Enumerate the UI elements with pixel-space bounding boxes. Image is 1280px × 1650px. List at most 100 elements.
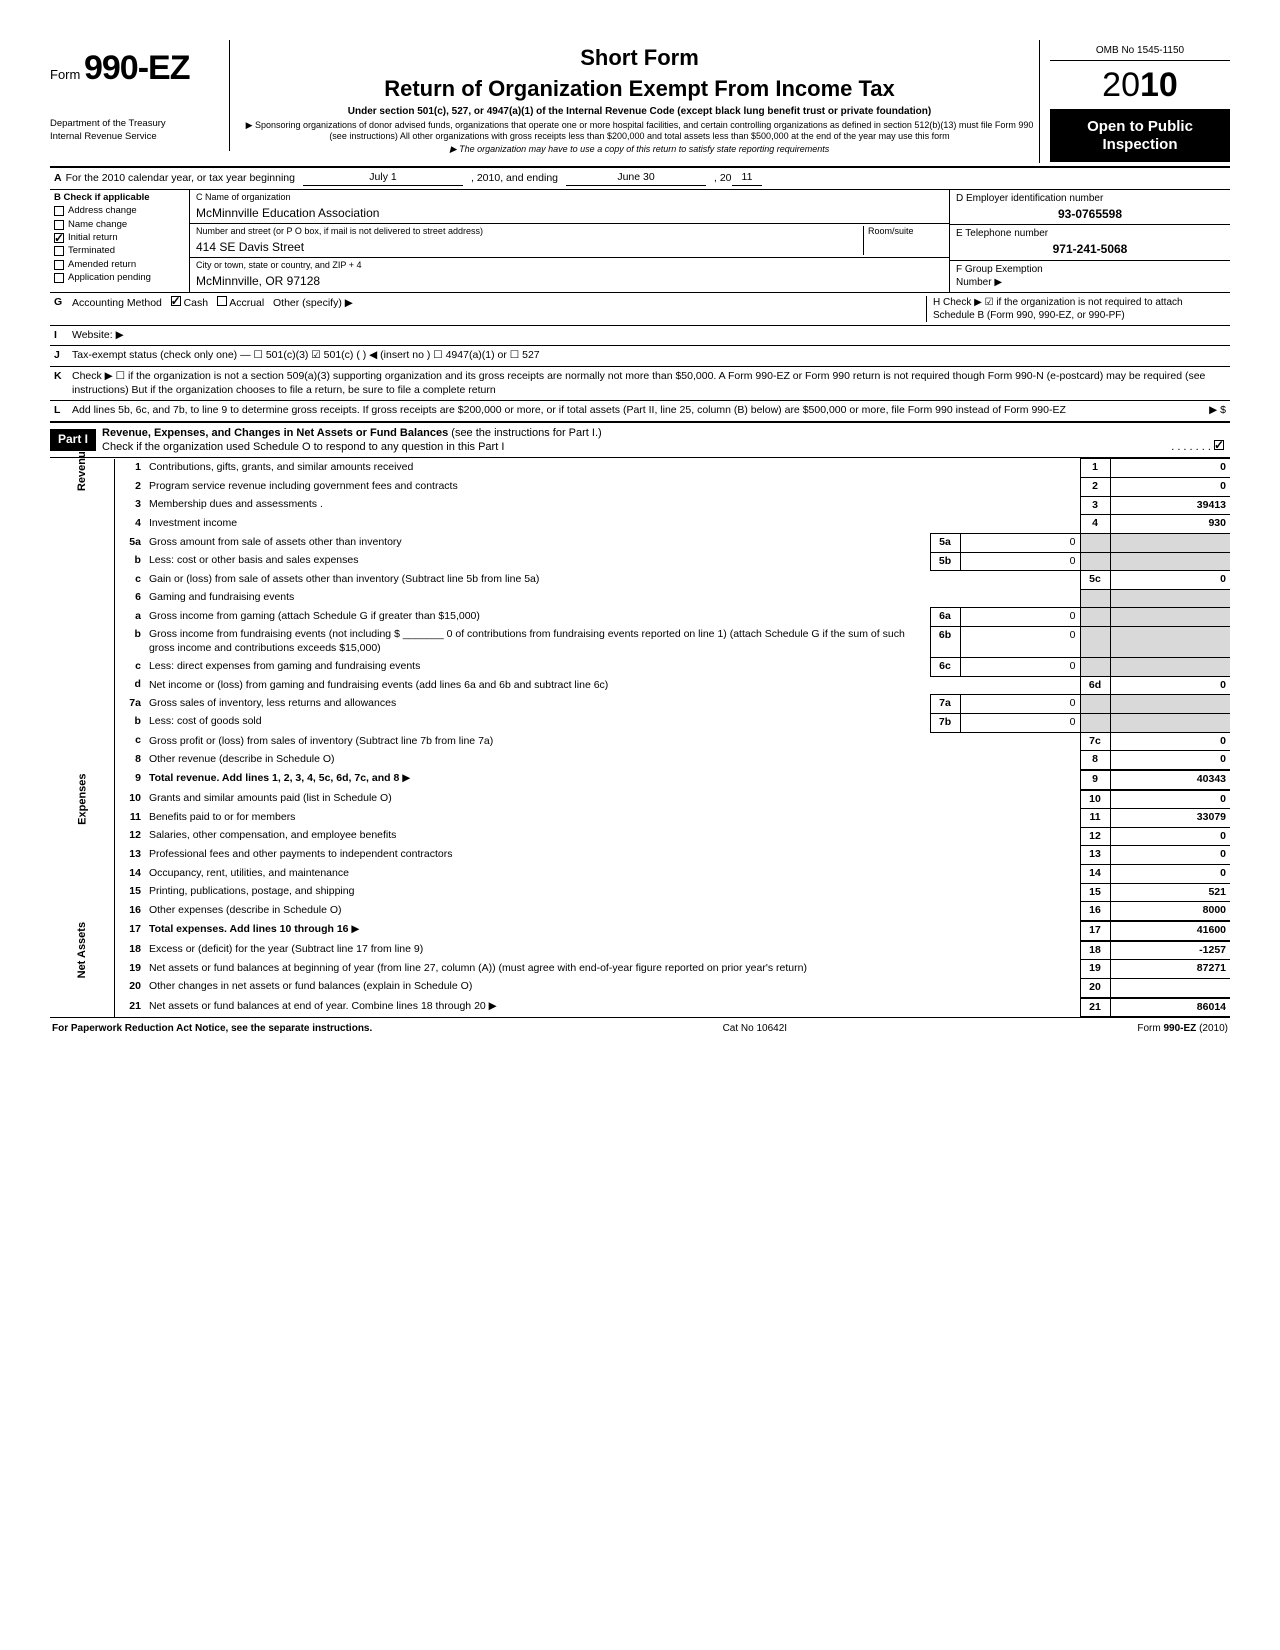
org-city: McMinnville, OR 97128	[196, 274, 943, 290]
row-l: Add lines 5b, 6c, and 7b, to line 9 to d…	[72, 404, 1226, 418]
subtitle: Under section 501(c), 527, or 4947(a)(1)…	[244, 105, 1035, 118]
cash-checkbox[interactable]	[171, 296, 181, 306]
col-b-label: Application pending	[68, 272, 151, 284]
line-1-value: 0	[1110, 459, 1230, 478]
col-b-header: B Check if applicable	[54, 192, 185, 204]
line-2-value: 0	[1110, 478, 1230, 497]
line-14-value: 0	[1110, 865, 1230, 884]
col-b-checkbox[interactable]	[54, 246, 64, 256]
line-6a-value: 0	[960, 608, 1080, 627]
c-street-hdr: Number and street (or P O box, if mail i…	[196, 226, 863, 238]
line-7b-value: 0	[960, 713, 1080, 732]
col-b-item: Initial return	[54, 232, 185, 244]
part1-title: Revenue, Expenses, and Changes in Net As…	[102, 427, 448, 439]
line-6c-value: 0	[960, 658, 1080, 677]
form-id-cell: Form 990-EZ Department of the Treasury I…	[50, 40, 230, 151]
col-b-label: Address change	[68, 205, 137, 217]
line-12-value: 0	[1110, 827, 1230, 846]
lines-table: Revenue 1 Contributions, gifts, grants, …	[50, 458, 1230, 1017]
part1-label: Part I	[50, 429, 96, 451]
col-b-label: Amended return	[68, 259, 136, 271]
tax-year: 2010	[1050, 61, 1230, 110]
year-end-yr: 11	[732, 171, 763, 186]
f-sub: Number ▶	[956, 276, 1224, 289]
line-19-value: 87271	[1110, 960, 1230, 979]
col-b: B Check if applicable Address change Name…	[50, 190, 190, 292]
ein: 93-0765598	[956, 207, 1224, 223]
form-number: 990-EZ	[84, 49, 190, 87]
row-h: H Check ▶ ☑ if the organization is not r…	[926, 296, 1226, 322]
line-9-value: 40343	[1110, 770, 1230, 790]
header-note-2: ▶ The organization may have to use a cop…	[244, 144, 1035, 156]
line-5b-value: 0	[960, 552, 1080, 571]
line-16-value: 8000	[1110, 902, 1230, 921]
year-begin: July 1	[303, 171, 463, 186]
title-cell: Short Form Return of Organization Exempt…	[240, 40, 1040, 163]
schedule-o-checkbox[interactable]	[1214, 440, 1224, 450]
line-17-value: 41600	[1110, 921, 1230, 941]
c-city-hdr: City or town, state or country, and ZIP …	[196, 260, 943, 272]
line-18-value: -1257	[1110, 941, 1230, 960]
line-7a-value: 0	[960, 695, 1080, 714]
line-6b-value: 0	[960, 626, 1080, 657]
line-4-value: 930	[1110, 515, 1230, 534]
d-hdr: D Employer identification number	[956, 192, 1224, 205]
dept-line-2: Internal Revenue Service	[50, 131, 223, 143]
col-b-item: Address change	[54, 205, 185, 217]
accrual-checkbox[interactable]	[217, 296, 227, 306]
col-b-label: Name change	[68, 219, 127, 231]
line-8-value: 0	[1110, 751, 1230, 770]
short-form-title: Short Form	[244, 44, 1035, 73]
form-prefix: Form	[50, 67, 80, 82]
col-b-checkbox[interactable]	[54, 206, 64, 216]
part1-check: Check if the organization used Schedule …	[102, 441, 504, 453]
part1-header-row: Part I Revenue, Expenses, and Changes in…	[50, 421, 1230, 459]
header-note-1: ▶ Sponsoring organizations of donor advi…	[244, 120, 1035, 142]
line-7c-value: 0	[1110, 732, 1230, 751]
col-c: C Name of organization McMinnville Educa…	[190, 190, 950, 292]
c-room-hdr: Room/suite	[868, 226, 943, 238]
side-revenue: Revenue	[75, 445, 89, 491]
c-name-hdr: C Name of organization	[196, 192, 943, 204]
line-11-value: 33079	[1110, 809, 1230, 828]
col-b-label: Initial return	[68, 232, 118, 244]
line-5a-value: 0	[960, 534, 1080, 553]
e-hdr: E Telephone number	[956, 227, 1224, 240]
col-b-item: Application pending	[54, 272, 185, 284]
line-10-value: 0	[1110, 790, 1230, 809]
header-right: OMB No 1545-1150 2010 Open to Public Ins…	[1050, 40, 1230, 166]
col-b-checkbox[interactable]	[54, 260, 64, 270]
omb-number: OMB No 1545-1150	[1050, 44, 1230, 61]
row-j: Tax-exempt status (check only one) — ☐ 5…	[72, 349, 920, 363]
col-b-checkbox[interactable]	[54, 220, 64, 230]
col-b-checkbox[interactable]	[54, 273, 64, 283]
f-hdr: F Group Exemption	[956, 263, 1224, 276]
phone: 971-241-5068	[956, 242, 1224, 258]
line-13-value: 0	[1110, 846, 1230, 865]
row-i: Website: ▶	[72, 329, 920, 343]
dept-line-1: Department of the Treasury	[50, 118, 223, 130]
line-5c-value: 0	[1110, 571, 1230, 590]
open-to-public: Open to Public Inspection	[1050, 110, 1230, 162]
col-b-item: Terminated	[54, 245, 185, 257]
col-b-item: Name change	[54, 219, 185, 231]
side-expenses: Expenses	[75, 773, 89, 824]
row-k: Check ▶ ☐ if the organization is not a s…	[72, 370, 1226, 397]
footer-right: Form 990-EZ (2010)	[1137, 1022, 1228, 1035]
side-netassets: Net Assets	[75, 922, 89, 978]
col-b-checkbox[interactable]	[54, 233, 64, 243]
footer: For Paperwork Reduction Act Notice, see …	[50, 1017, 1230, 1035]
meta-rows: G Accounting Method Cash Accrual Other (…	[50, 293, 1230, 421]
info-grid: B Check if applicable Address change Name…	[50, 190, 1230, 293]
footer-mid: Cat No 10642I	[723, 1022, 788, 1035]
line-3-value: 39413	[1110, 496, 1230, 515]
line-20-value	[1110, 978, 1230, 997]
year-end: June 30	[566, 171, 706, 186]
footer-left: For Paperwork Reduction Act Notice, see …	[52, 1022, 372, 1035]
org-name: McMinnville Education Association	[196, 206, 943, 222]
line-15-value: 521	[1110, 883, 1230, 902]
line-21-value: 86014	[1110, 998, 1230, 1017]
return-title: Return of Organization Exempt From Incom…	[244, 75, 1035, 104]
col-b-label: Terminated	[68, 245, 115, 257]
form-header: Form 990-EZ Department of the Treasury I…	[50, 40, 1230, 168]
